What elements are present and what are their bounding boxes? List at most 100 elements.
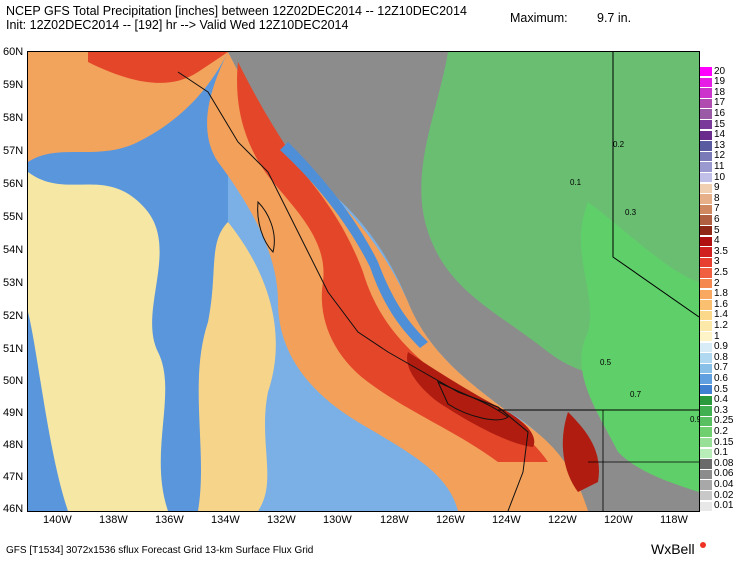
maximum-label: Maximum: xyxy=(510,11,568,25)
legend-label: 1.4 xyxy=(714,309,728,321)
legend-label: 0.7 xyxy=(714,362,728,374)
precipitation-map xyxy=(27,51,700,512)
legend-label: 0.08 xyxy=(714,457,734,469)
legend-label: 4 xyxy=(714,235,720,247)
legend-label: 0.6 xyxy=(714,372,728,384)
legend-label: 6 xyxy=(714,213,720,225)
lon-label: 136W xyxy=(155,514,184,526)
legend-label: 19 xyxy=(714,76,726,88)
legend-swatch xyxy=(700,459,712,469)
legend-swatch xyxy=(700,67,712,77)
legend-label: 16 xyxy=(714,107,726,119)
ocean-yellow-band xyxy=(28,172,168,511)
lon-label: 118W xyxy=(660,514,688,526)
maximum-value: 9.7 in. xyxy=(597,11,632,25)
legend-swatch xyxy=(700,438,712,448)
legend-label: 18 xyxy=(714,86,726,98)
lat-label: 58N xyxy=(3,112,24,124)
legend-swatch xyxy=(700,427,712,437)
legend-label: 15 xyxy=(714,118,726,130)
legend-label: 0.02 xyxy=(714,489,734,501)
lon-label: 122W xyxy=(548,514,577,526)
coastline xyxy=(177,71,529,511)
legend-label: 0.9 xyxy=(714,341,728,353)
legend-swatch xyxy=(700,162,712,172)
contour-label: 0.2 xyxy=(613,140,625,149)
legend-swatch xyxy=(700,385,712,395)
legend-swatch xyxy=(700,226,712,236)
cascades-dark-red xyxy=(562,412,599,492)
legend-swatch xyxy=(700,194,712,204)
legend-label: 17 xyxy=(714,97,726,109)
lon-label: 120W xyxy=(604,514,633,526)
legend-label: 1 xyxy=(714,330,720,342)
legend-swatch xyxy=(700,491,712,501)
legend-label: 0.04 xyxy=(714,478,734,490)
legend-swatch xyxy=(700,310,712,321)
legend-label: 12 xyxy=(714,150,726,162)
legend-label: 0.1 xyxy=(714,447,728,459)
chart-title: NCEP GFS Total Precipitation [inches] be… xyxy=(6,4,467,18)
lat-label: 57N xyxy=(3,145,24,157)
legend-swatch xyxy=(700,501,712,511)
province-border-ab xyxy=(612,52,699,318)
legend-swatch xyxy=(700,480,712,490)
legend-label: 1.2 xyxy=(714,319,728,331)
lon-label: 132W xyxy=(267,514,296,526)
legend-label: 0.15 xyxy=(714,436,734,448)
init-valid-line: Init: 12Z02DEC2014 -- [192] hr --> Valid… xyxy=(6,18,349,32)
land-green-east xyxy=(580,202,699,492)
legend-swatch xyxy=(700,173,712,183)
legend-label: 0.8 xyxy=(714,351,728,363)
lat-label: 55N xyxy=(3,211,24,223)
legend-label: 8 xyxy=(714,192,720,204)
lat-label: 59N xyxy=(3,79,24,91)
contour-label: 0.9 xyxy=(690,415,702,424)
vancouver-island-outline xyxy=(436,380,509,421)
lat-label: 56N xyxy=(3,178,24,190)
legend-swatch xyxy=(700,332,712,342)
legend-swatch xyxy=(700,300,712,310)
lat-label: 53N xyxy=(3,277,24,289)
legend-swatch xyxy=(700,109,712,119)
legend-label: 2 xyxy=(714,277,720,289)
footer-grid-info: GFS [T1534] 3072x1536 sflux Forecast Gri… xyxy=(6,545,314,556)
legend-label: 10 xyxy=(714,171,726,183)
legend-swatch xyxy=(700,247,712,257)
legend-swatch xyxy=(700,215,712,225)
lon-label: 130W xyxy=(323,514,352,526)
lat-label: 47N xyxy=(3,471,24,483)
lat-label: 46N xyxy=(3,503,24,515)
lon-label: 126W xyxy=(436,514,465,526)
legend-swatch xyxy=(700,363,712,374)
nw-red-area xyxy=(88,52,228,83)
legend-label: 2.5 xyxy=(714,266,728,278)
lat-label: 50N xyxy=(3,375,24,387)
legend-swatch xyxy=(700,416,712,427)
vancouver-island-dark-red xyxy=(407,352,535,447)
legend-swatch xyxy=(700,120,712,130)
legend-label: 5 xyxy=(714,224,720,236)
lon-label: 134W xyxy=(211,514,240,526)
legend-label: 1.8 xyxy=(714,288,728,300)
lon-label: 138W xyxy=(99,514,128,526)
legend-swatch xyxy=(700,374,712,384)
lon-label: 124W xyxy=(492,514,521,526)
legend-label: 7 xyxy=(714,203,720,215)
ocean-orange-band xyxy=(198,222,276,511)
legend-swatch xyxy=(700,236,712,246)
haida-gwaii-outline xyxy=(257,200,275,253)
lon-label: 128W xyxy=(380,514,409,526)
brand-logo: WxBell xyxy=(651,541,695,557)
lat-label: 51N xyxy=(3,343,24,355)
contour-label: 0.5 xyxy=(600,358,612,367)
contour-label: 0.7 xyxy=(630,390,642,399)
legend-label: 3 xyxy=(714,256,720,268)
legend-swatch xyxy=(700,448,712,458)
legend-swatch xyxy=(700,289,712,299)
lat-label: 52N xyxy=(3,310,24,322)
legend-label: 0.5 xyxy=(714,383,728,395)
legend-swatch xyxy=(700,98,712,109)
legend-swatch xyxy=(700,279,712,289)
legend-label: 9 xyxy=(714,182,720,194)
